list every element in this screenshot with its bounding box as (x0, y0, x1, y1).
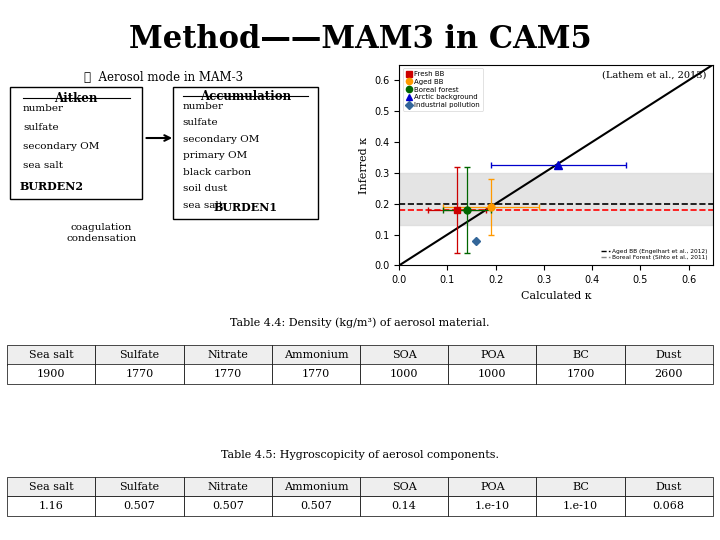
Text: soil dust: soil dust (183, 184, 228, 193)
Text: number: number (183, 102, 224, 111)
Legend: Aged BB (Engelhart et al., 2012), Boreal Forest (Sihto et al., 2011): Aged BB (Engelhart et al., 2012), Boreal… (599, 246, 710, 262)
Y-axis label: Inferred κ: Inferred κ (359, 137, 369, 193)
FancyBboxPatch shape (174, 87, 318, 219)
FancyBboxPatch shape (10, 87, 142, 199)
Text: BURDEN2: BURDEN2 (19, 181, 84, 192)
Text: ❖  Aerosol mode in MAM-3: ❖ Aerosol mode in MAM-3 (84, 71, 243, 84)
X-axis label: Calculated κ: Calculated κ (521, 291, 591, 301)
Text: sea salt: sea salt (23, 161, 63, 170)
Text: (Lathem et al., 2013): (Lathem et al., 2013) (602, 71, 706, 80)
Text: primary OM: primary OM (183, 151, 247, 160)
Text: BURDEN1: BURDEN1 (214, 202, 277, 213)
Text: coagulation
condensation: coagulation condensation (66, 223, 136, 242)
Text: Method——MAM3 in CAM5: Method——MAM3 in CAM5 (129, 24, 591, 55)
Text: Aitken: Aitken (55, 92, 98, 105)
Text: secondary OM: secondary OM (23, 142, 99, 151)
Text: sulfate: sulfate (23, 123, 58, 132)
Text: number: number (23, 104, 64, 113)
Bar (399, 173, 713, 225)
Text: sulfate: sulfate (183, 118, 218, 127)
Text: Accumulation: Accumulation (200, 90, 291, 103)
Text: black carbon: black carbon (183, 168, 251, 177)
Text: Table 4.5: Hygroscopicity of aerosol components.: Table 4.5: Hygroscopicity of aerosol com… (221, 450, 499, 460)
Text: secondary OM: secondary OM (183, 135, 259, 144)
Text: Table 4.4: Density (kg/m³) of aerosol material.: Table 4.4: Density (kg/m³) of aerosol ma… (230, 318, 490, 328)
Text: sea salt: sea salt (183, 200, 222, 210)
